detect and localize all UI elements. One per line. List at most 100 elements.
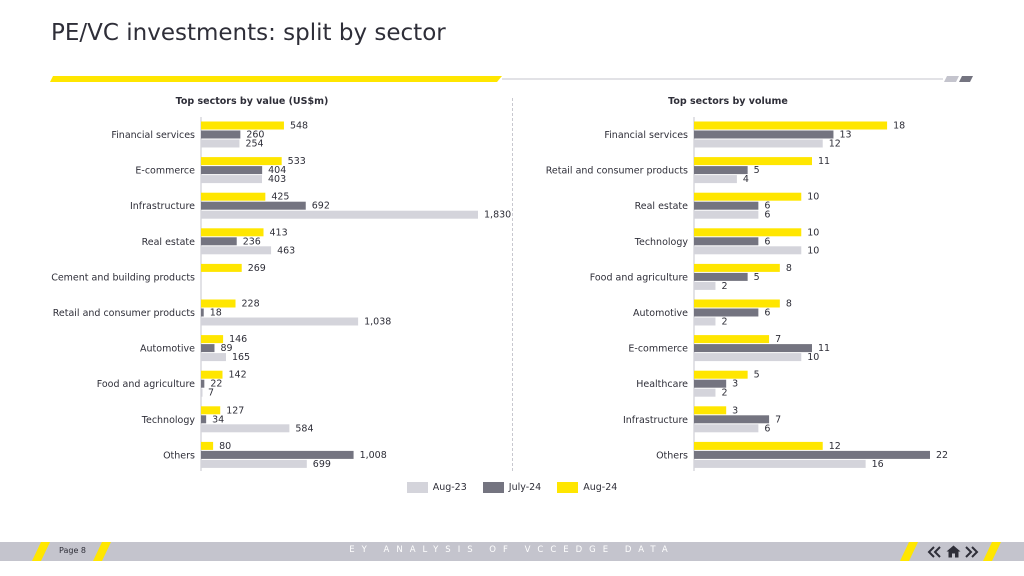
bar-jul24-technology xyxy=(694,237,759,246)
data-label-aug23-real-estate: 463 xyxy=(277,245,295,256)
page-title: PE/VC investments: split by sector xyxy=(51,20,446,46)
bar-aug23-real-estate xyxy=(694,210,759,219)
data-label-jul24-others: 22 xyxy=(936,450,948,461)
legend-label-aug23: Aug-23 xyxy=(432,482,467,493)
category-label: Technology xyxy=(141,415,196,426)
data-label-aug24-financial-services: 18 xyxy=(893,121,905,132)
data-label-jul24-food-and-agriculture: 5 xyxy=(754,272,760,283)
bar-jul24-real-estate xyxy=(201,237,237,246)
bar-aug24-automotive xyxy=(694,299,780,308)
data-label-jul24-retail-and-consumer-products: 18 xyxy=(210,308,222,319)
bar-aug23-financial-services xyxy=(201,139,240,148)
bar-jul24-infrastructure xyxy=(694,415,770,424)
bar-aug24-automotive xyxy=(201,335,224,344)
data-label-aug24-financial-services: 548 xyxy=(290,121,308,132)
data-label-aug23-e-commerce: 403 xyxy=(268,174,286,185)
category-label: Real estate xyxy=(635,201,689,212)
bar-jul24-financial-services xyxy=(201,130,241,139)
bar-jul24-food-and-agriculture xyxy=(694,272,748,281)
data-label-aug23-automotive: 165 xyxy=(232,352,250,363)
category-label: Technology xyxy=(634,237,689,248)
data-label-jul24-real-estate: 6 xyxy=(764,201,770,212)
bar-aug23-infrastructure xyxy=(694,424,759,433)
panel-divider xyxy=(512,98,513,471)
data-label-aug23-retail-and-consumer-products: 1,038 xyxy=(364,317,391,328)
bar-aug23-real-estate xyxy=(201,246,272,255)
data-label-jul24-e-commerce: 404 xyxy=(268,165,286,176)
category-label: Retail and consumer products xyxy=(53,308,195,319)
data-label-jul24-automotive: 6 xyxy=(764,308,770,319)
data-label-aug23-e-commerce: 10 xyxy=(807,352,819,363)
double-chevron-left-icon[interactable] xyxy=(926,542,942,561)
bar-aug23-healthcare xyxy=(694,388,716,397)
bar-jul24-automotive xyxy=(694,308,759,317)
data-label-aug23-real-estate: 6 xyxy=(764,210,770,221)
legend-swatch-jul24 xyxy=(482,482,504,493)
bar-aug24-e-commerce xyxy=(694,335,770,344)
data-label-aug23-others: 16 xyxy=(872,459,884,470)
data-label-aug23-retail-and-consumer-products: 4 xyxy=(743,174,749,185)
bar-aug24-others xyxy=(694,441,823,450)
double-chevron-right-icon[interactable] xyxy=(964,542,980,561)
bar-jul24-retail-and-consumer-products xyxy=(201,308,204,317)
home-icon[interactable] xyxy=(945,542,961,561)
bar-aug23-retail-and-consumer-products xyxy=(201,317,359,326)
category-label: Financial services xyxy=(604,130,688,141)
data-label-aug23-technology: 10 xyxy=(807,245,819,256)
bar-aug23-financial-services xyxy=(694,139,823,148)
bar-aug24-infrastructure xyxy=(694,406,727,415)
chart-title-volume: Top sectors by volume xyxy=(668,96,788,107)
category-label: Food and agriculture xyxy=(97,379,195,390)
footer-bar xyxy=(0,542,1024,561)
bar-aug24-technology xyxy=(694,228,802,237)
footer-source-text: EY ANALYSIS OF VCCEDGE DATA xyxy=(349,545,675,555)
category-label: Cement and building products xyxy=(51,272,195,283)
category-label: Real estate xyxy=(142,237,196,248)
data-label-jul24-healthcare: 3 xyxy=(732,379,738,390)
data-label-aug23-financial-services: 254 xyxy=(245,139,263,150)
chart-legend: Aug-23 July-24 Aug-24 xyxy=(0,482,1024,493)
data-label-aug23-others: 699 xyxy=(313,459,331,470)
bar-aug23-e-commerce xyxy=(694,353,802,362)
bar-aug23-e-commerce xyxy=(201,175,263,184)
category-label: E-commerce xyxy=(628,344,688,355)
data-label-aug23-infrastructure: 6 xyxy=(764,423,770,434)
data-label-jul24-infrastructure: 7 xyxy=(775,414,781,425)
data-label-aug24-technology: 10 xyxy=(807,227,819,238)
legend-label-jul24: July-24 xyxy=(508,482,542,493)
data-label-jul24-technology: 6 xyxy=(764,236,770,247)
data-label-aug23-financial-services: 12 xyxy=(829,139,841,150)
bar-aug23-others xyxy=(201,459,307,468)
bar-aug23-food-and-agriculture xyxy=(694,281,716,290)
legend-swatch-aug24 xyxy=(557,482,579,493)
footer-navigation xyxy=(926,542,980,561)
data-label-jul24-food-and-agriculture: 22 xyxy=(210,379,222,390)
bar-jul24-real-estate xyxy=(694,201,759,210)
data-label-aug23-infrastructure: 1,830 xyxy=(484,210,511,221)
legend-item-aug23: Aug-23 xyxy=(406,482,467,493)
data-label-aug24-others: 80 xyxy=(219,441,231,452)
data-label-aug24-real-estate: 10 xyxy=(807,192,819,203)
legend-item-jul24: July-24 xyxy=(482,482,542,493)
bar-aug24-technology xyxy=(201,406,221,415)
bar-aug24-financial-services xyxy=(694,121,888,130)
data-label-aug23-healthcare: 2 xyxy=(721,388,727,399)
data-label-aug24-e-commerce: 7 xyxy=(775,334,781,345)
bar-aug24-retail-and-consumer-products xyxy=(694,157,812,166)
data-label-jul24-e-commerce: 11 xyxy=(818,343,830,354)
legend-label-aug24: Aug-24 xyxy=(583,482,618,493)
category-label: Financial services xyxy=(111,130,195,141)
bar-aug24-financial-services xyxy=(201,121,284,130)
bar-aug23-automotive xyxy=(694,317,716,326)
data-label-aug24-automotive: 146 xyxy=(229,334,247,345)
bar-aug24-e-commerce xyxy=(201,157,282,166)
data-label-aug23-automotive: 2 xyxy=(721,317,727,328)
data-label-aug24-automotive: 8 xyxy=(786,299,792,310)
bar-jul24-retail-and-consumer-products xyxy=(694,166,748,175)
bar-jul24-healthcare xyxy=(694,379,727,388)
bar-jul24-automotive xyxy=(201,344,215,353)
data-label-aug24-technology: 127 xyxy=(226,405,244,416)
bar-aug23-infrastructure xyxy=(201,210,478,219)
bar-jul24-others xyxy=(201,450,354,459)
